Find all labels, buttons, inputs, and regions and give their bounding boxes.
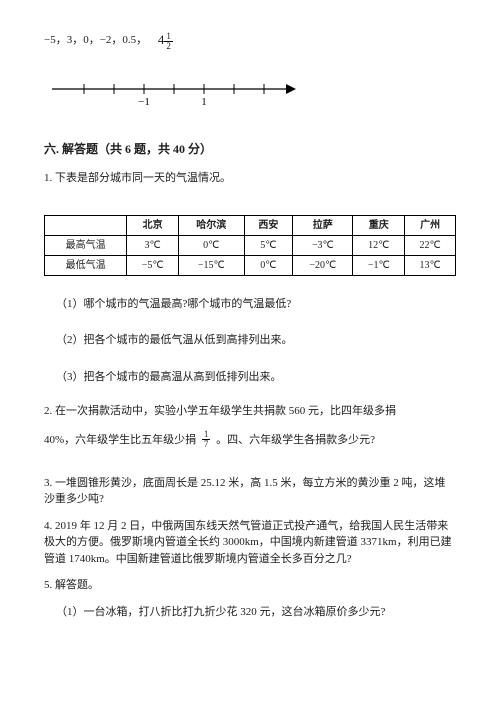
svg-text:−1: −1 — [138, 96, 150, 108]
fraction: 12 — [164, 32, 173, 51]
table-cell: 0℃ — [179, 235, 244, 255]
table-row: 最低气温−5℃−15℃0℃−20℃−1℃13℃ — [45, 255, 456, 275]
table-row: 北京哈尔滨西安拉萨重庆广州 — [45, 215, 456, 235]
table-header-cell: 西安 — [244, 215, 293, 235]
q1-sub2: （2）把各个城市的最低气温从低到高排列出来。 — [56, 332, 456, 349]
table-cell: 最高气温 — [45, 235, 127, 255]
q5-head: 5. 解答题。 — [44, 577, 456, 594]
table-header-cell: 广州 — [405, 215, 456, 235]
table-header-cell: 哈尔滨 — [179, 215, 244, 235]
q2-fraction: 1 7 — [202, 430, 211, 449]
table-cell: 0℃ — [244, 255, 293, 275]
table-cell: 5℃ — [244, 235, 293, 255]
table-cell: 3℃ — [127, 235, 179, 255]
table-cell: −1℃ — [353, 255, 405, 275]
number-sequence: −5，3，0，−2，0.5， 412 — [44, 30, 456, 51]
table-cell: −20℃ — [293, 255, 353, 275]
table-cell: 最低气温 — [45, 255, 127, 275]
q2-line2a: 40%，六年级学生比五年级少捐 — [44, 434, 196, 446]
page-root: −5，3，0，−2，0.5， 412 −1 1 六. 解答题（共 6 题，共 40… — [0, 0, 500, 658]
table-row: 最高气温3℃0℃5℃−3℃12℃22℃ — [45, 235, 456, 255]
table-cell: −3℃ — [293, 235, 353, 255]
number-sequence-text: −5，3，0，−2，0.5， — [44, 34, 147, 46]
q3: 3. 一堆圆锥形黄沙，底面周长是 25.12 米，高 1.5 米，每立方米的黄沙… — [44, 475, 456, 508]
q1-sub1: （1）哪个城市的气温最高?哪个城市的气温最低? — [56, 296, 456, 313]
table-cell: 12℃ — [353, 235, 405, 255]
number-line: −1 1 — [44, 65, 456, 117]
q2-line1: 2. 在一次捐款活动中，实验小学五年级学生共捐款 560 元，比四年级多捐 — [44, 403, 456, 420]
section-6-title: 六. 解答题（共 6 题，共 40 分） — [44, 140, 456, 158]
table-cell: 13℃ — [405, 255, 456, 275]
frac-den: 2 — [164, 42, 173, 51]
q4: 4. 2019 年 12 月 2 日，中俄两国东线天然气管道正式投产通气，给我国… — [44, 518, 456, 568]
q2-line2b: 。四、六年级学生各捐款多少元? — [216, 434, 375, 446]
q5-sub1: （1）一台冰箱，打八折比打九折少花 320 元，这台冰箱原价多少元? — [56, 604, 456, 621]
q1-sub3: （3）把各个城市的最高温从高到低排列出来。 — [56, 369, 456, 386]
q2-frac-den: 7 — [202, 440, 211, 449]
mixed-fraction: 412 — [158, 30, 173, 51]
table-header-cell — [45, 215, 127, 235]
table-cell: −5℃ — [127, 255, 179, 275]
number-line-svg: −1 1 — [44, 65, 304, 111]
svg-text:1: 1 — [201, 96, 207, 108]
table-cell: −15℃ — [179, 255, 244, 275]
temperature-table: 北京哈尔滨西安拉萨重庆广州最高气温3℃0℃5℃−3℃12℃22℃最低气温−5℃−… — [44, 215, 456, 276]
table-header-cell: 重庆 — [353, 215, 405, 235]
table-header-cell: 北京 — [127, 215, 179, 235]
table-cell: 22℃ — [405, 235, 456, 255]
q1-prompt: 1. 下表是部分城市同一天的气温情况。 — [44, 170, 456, 187]
table-header-cell: 拉萨 — [293, 215, 353, 235]
q2-line2: 40%，六年级学生比五年级少捐 1 7 。四、六年级学生各捐款多少元? — [44, 430, 456, 449]
